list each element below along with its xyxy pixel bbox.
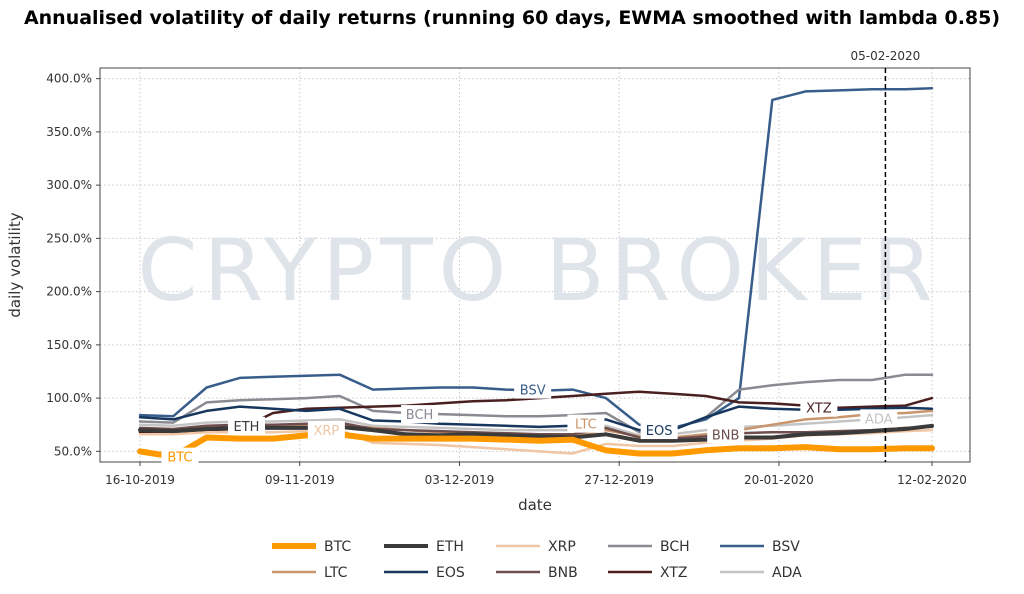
x-axis-ticks: 16-10-2019 09-11-2019 03-12-2019 27-12-2019… [105, 462, 967, 487]
series-label-ltc: LTC [575, 418, 597, 433]
legend-label-btc: BTC [324, 539, 351, 555]
reference-vline-label: 05-02-2020 [851, 49, 921, 63]
series-label-bsv: BSV [520, 384, 546, 399]
watermark-text: CRYPTO BROKER [137, 221, 938, 321]
series-label-bg [514, 380, 552, 399]
legend-label-bsv: BSV [772, 539, 800, 555]
series-label-bg [707, 425, 745, 444]
series-label-bg [640, 421, 678, 440]
x-tick-label: 03-12-2019 [425, 473, 495, 487]
y-axis-label: daily volatility [6, 212, 24, 317]
grid [100, 68, 970, 462]
series-label-ada: ADA [865, 412, 893, 427]
y-tick-label: 250.0% [46, 231, 92, 245]
series-line-ada [138, 413, 934, 437]
legend-label-eth: ETH [436, 539, 464, 555]
y-tick-label: 50.0% [54, 444, 92, 458]
legend-label-xrp: XRP [548, 539, 576, 555]
series-label-btc: BTC [167, 451, 192, 466]
x-axis-label: date [518, 496, 552, 514]
legend: BTC ETH XRP BCH BSV LTC EOS BNB XTZ ADA [272, 539, 802, 581]
chart-title: Annualised volatility of daily returns (… [24, 7, 1000, 29]
series-label-eth: ETH [234, 420, 260, 435]
legend-label-eos: EOS [436, 565, 465, 581]
y-tick-label: 350.0% [46, 125, 92, 139]
series-label-eos: EOS [646, 424, 673, 439]
series-label-bg [401, 405, 439, 424]
y-tick-label: 300.0% [46, 178, 92, 192]
y-tick-label: 400.0% [46, 72, 92, 86]
legend-label-xtz: XTZ [660, 565, 688, 581]
y-tick-label: 100.0% [46, 391, 92, 405]
x-tick-label: 09-11-2019 [265, 473, 335, 487]
series-line-btc [137, 431, 935, 460]
plot-area [99, 67, 971, 463]
y-axis-ticks: 50.0% 100.0% 150.0% 200.0% 250.0% 300.0% 350.0… [46, 72, 100, 458]
x-tick-label: 27-12-2019 [584, 473, 654, 487]
series-line-eth [138, 423, 934, 443]
series-label-xtz: XTZ [806, 402, 832, 417]
series-label-bg [227, 416, 265, 435]
series-line-bch [138, 373, 934, 434]
x-tick-label: 16-10-2019 [105, 473, 175, 487]
y-tick-label: 200.0% [46, 285, 92, 299]
series-label-bg [307, 421, 345, 440]
legend-label-bch: BCH [660, 539, 690, 555]
series-label-bch: BCH [406, 408, 434, 423]
series-label-bg [161, 447, 199, 466]
x-tick-label: 20-01-2020 [744, 473, 814, 487]
x-tick-label: 12-02-2020 [897, 473, 967, 487]
series-label-bnb: BNB [712, 428, 740, 443]
series-label-xrp: XRP [313, 424, 339, 439]
series-label-bg [567, 414, 605, 433]
legend-label-ada: ADA [772, 565, 802, 581]
reference-line: 05-02-2020 [851, 49, 921, 462]
y-tick-label: 150.0% [46, 338, 92, 352]
legend-label-bnb: BNB [548, 565, 578, 581]
series-line-bnb [138, 421, 934, 440]
legend-label-ltc: LTC [324, 565, 348, 581]
series-label-bg [800, 398, 838, 417]
series-labels: BTC ETH XRP BCH BSV LTC EOS BNB XTZ ADA [161, 380, 898, 466]
series-label-bg [860, 409, 898, 428]
